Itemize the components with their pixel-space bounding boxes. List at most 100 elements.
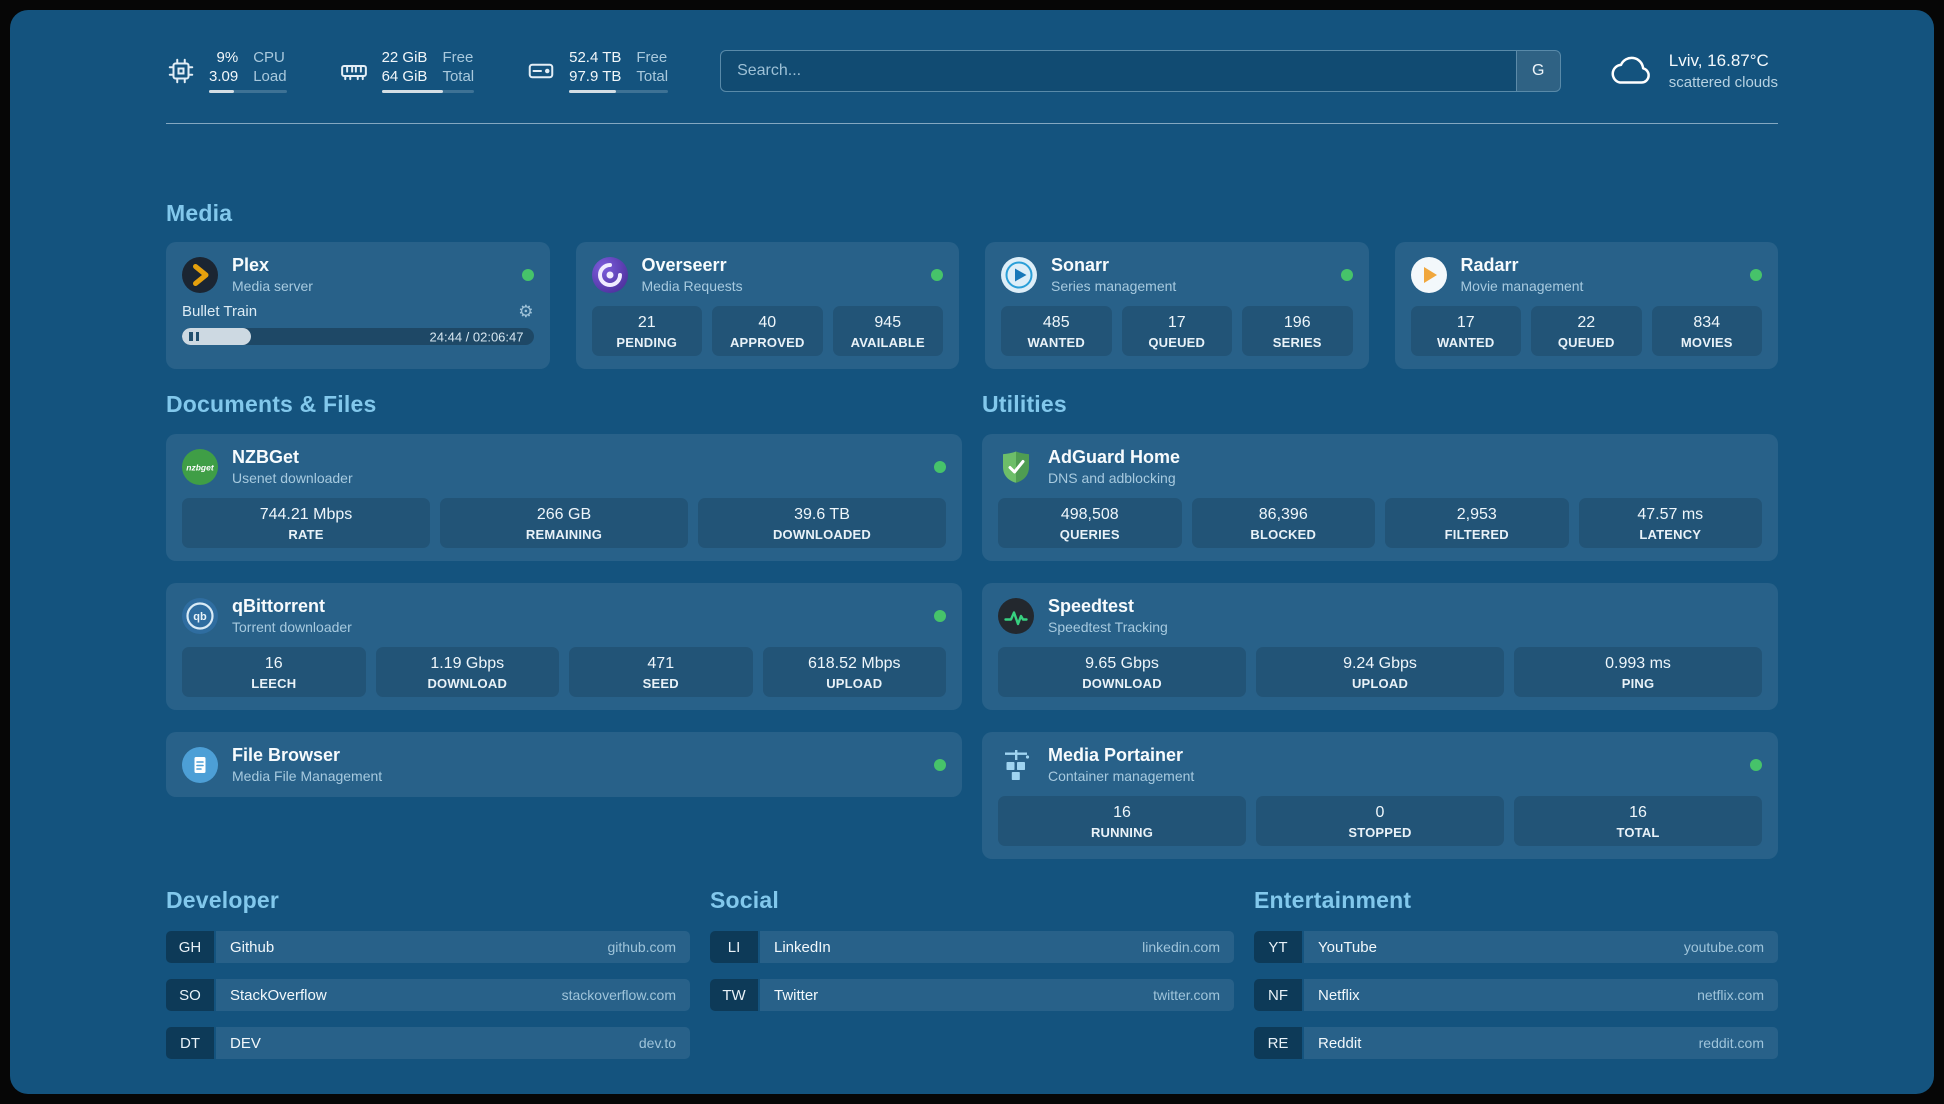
pause-icon[interactable]	[189, 332, 199, 341]
bookmark-abbr: TW	[710, 979, 758, 1011]
app-name: Speedtest	[1048, 596, 1135, 616]
bookmark-abbr: SO	[166, 979, 214, 1011]
bookmark-abbr: RE	[1254, 1027, 1302, 1059]
stat-tile: 22 QUEUED	[1531, 306, 1642, 356]
app-subtitle: Media server	[232, 278, 313, 294]
adguard-icon	[1003, 451, 1029, 483]
app-name: File Browser	[232, 745, 341, 765]
cpu-icon	[168, 58, 194, 83]
card-sonarr: Sonarr Series management 485 WANTED 17 QUE…	[985, 242, 1369, 369]
plex-icon	[182, 256, 218, 293]
documents-column: Documents & Files nzbget	[166, 391, 962, 797]
stat-tile: 16 RUNNING	[998, 796, 1246, 846]
cpu-metric: 9% 3.09 CPU Load	[166, 48, 287, 93]
app-subtitle: Media File Management	[232, 768, 383, 784]
bookmark-stackoverflow[interactable]: SO StackOverflow stackoverflow.com	[166, 979, 690, 1011]
search-engine-button[interactable]: G	[1515, 50, 1560, 91]
stat-tile: 21 PENDING	[591, 306, 702, 356]
documents-heading: Documents & Files	[166, 391, 377, 417]
qbittorrent-app-link[interactable]: qb qBittorrent Torrent downloader	[182, 596, 934, 635]
overseerr-icon	[591, 256, 628, 293]
bookmark-abbr: YT	[1254, 931, 1302, 963]
cpu-usage-value: 9%	[216, 49, 239, 66]
portainer-app-link[interactable]: Media Portainer Container management	[998, 745, 1750, 784]
bookmark-dev[interactable]: DT DEV dev.to	[166, 1027, 690, 1059]
media-heading: Media	[166, 200, 233, 226]
bookmark-abbr: NF	[1254, 979, 1302, 1011]
overseerr-app-link[interactable]: Overseerr Media Requests	[591, 255, 932, 294]
playback-progress-bar[interactable]: 24:44 / 02:06:47	[182, 328, 534, 345]
cpu-progress-bar	[209, 90, 287, 93]
stat-tile: 0 STOPPED	[1256, 796, 1504, 846]
filebrowser-app-link[interactable]: File Browser Media File Management	[182, 745, 934, 784]
bookmark-reddit[interactable]: RE Reddit reddit.com	[1254, 1027, 1778, 1059]
stat-tile: 834 MOVIES	[1651, 306, 1762, 356]
card-nzbget: nzbget NZBGet Usenet downloader 744.21 M…	[166, 434, 962, 561]
entertainment-heading: Entertainment	[1254, 887, 1412, 913]
topbar: 9% 3.09 CPU Load	[166, 48, 1778, 93]
app-name: AdGuard Home	[1048, 447, 1181, 467]
gear-icon[interactable]: ⚙	[518, 302, 534, 321]
status-dot	[931, 268, 943, 281]
social-heading: Social	[710, 887, 779, 913]
svg-text:nzbget: nzbget	[186, 462, 215, 472]
card-overseerr: Overseerr Media Requests 21 PENDING 40 APP…	[575, 242, 959, 369]
radarr-icon	[1410, 256, 1447, 293]
weather-condition: scattered clouds	[1668, 73, 1778, 91]
dashboard-panel: 9% 3.09 CPU Load	[10, 10, 1934, 1094]
card-portainer: Media Portainer Container management 16 R…	[982, 732, 1778, 859]
app-subtitle: Movie management	[1460, 278, 1584, 294]
weather-location: Lviv, 16.87°C	[1668, 50, 1769, 70]
status-dot	[521, 268, 534, 281]
search-bar: G	[720, 49, 1561, 92]
status-dot	[1750, 758, 1762, 771]
status-dot	[1750, 268, 1762, 281]
stat-tile: 471 SEED	[569, 647, 753, 697]
bookmark-youtube[interactable]: YT YouTube youtube.com	[1254, 931, 1778, 963]
card-adguard: AdGuard Home DNS and adblocking 498,508 Q…	[982, 434, 1778, 561]
status-dot	[934, 609, 946, 622]
portainer-icon	[1005, 749, 1030, 780]
radarr-app-link[interactable]: Radarr Movie management	[1410, 255, 1751, 294]
disk-total-value: 97.9 TB	[569, 68, 622, 85]
bookmark-abbr: GH	[166, 931, 214, 963]
bookmark-group-developer: Developer GH Github github.com SO StackOv…	[166, 887, 690, 1075]
stat-tile: 0.993 ms PING	[1514, 647, 1762, 697]
memory-metric: 22 GiB 64 GiB Free Total	[339, 48, 475, 93]
memory-free-value: 22 GiB	[381, 49, 428, 66]
stat-tile: 17 QUEUED	[1121, 306, 1232, 356]
memory-total-value: 64 GiB	[381, 68, 428, 85]
search-input[interactable]	[721, 50, 1516, 91]
stat-tile: 1.19 Gbps DOWNLOAD	[375, 647, 559, 697]
bookmark-github[interactable]: GH Github github.com	[166, 931, 690, 963]
stat-tile: 40 APPROVED	[712, 306, 823, 356]
app-subtitle: Container management	[1048, 768, 1195, 784]
stat-tile: 485 WANTED	[1001, 306, 1112, 356]
speedtest-app-link[interactable]: Speedtest Speedtest Tracking	[998, 596, 1762, 635]
status-dot	[1340, 268, 1353, 281]
app-name: Overseerr	[641, 255, 727, 275]
app-name: Radarr	[1460, 255, 1519, 275]
stat-tile: 9.24 Gbps UPLOAD	[1256, 647, 1504, 697]
sonarr-icon	[1001, 256, 1037, 293]
bookmark-linkedin[interactable]: LI LinkedIn linkedin.com	[710, 931, 1234, 963]
memory-total-label: Total	[442, 68, 475, 85]
nzbget-app-link[interactable]: nzbget NZBGet Usenet downloader	[182, 447, 934, 486]
stat-tile: 17 WANTED	[1410, 306, 1521, 356]
stat-tile: 2,953 FILTERED	[1385, 498, 1569, 548]
stat-tile: 498,508 QUERIES	[998, 498, 1182, 548]
bookmark-twitter[interactable]: TW Twitter twitter.com	[710, 979, 1234, 1011]
plex-app-link[interactable]: Plex Media server	[182, 255, 522, 294]
app-subtitle: DNS and adblocking	[1048, 470, 1176, 486]
cpu-load-label: Load	[253, 68, 287, 85]
sonarr-app-link[interactable]: Sonarr Series management	[1001, 255, 1341, 294]
app-subtitle: Speedtest Tracking	[1048, 619, 1168, 635]
bookmarks-section: Developer GH Github github.com SO StackOv…	[166, 887, 1778, 1075]
cloud-icon	[1611, 56, 1650, 84]
bookmark-netflix[interactable]: NF Netflix netflix.com	[1254, 979, 1778, 1011]
stat-tile: 86,396 BLOCKED	[1191, 498, 1375, 548]
status-dot	[934, 758, 946, 771]
stat-tile: 16 TOTAL	[1514, 796, 1762, 846]
adguard-app-link[interactable]: AdGuard Home DNS and adblocking	[998, 447, 1762, 486]
disk-total-label: Total	[636, 68, 669, 85]
